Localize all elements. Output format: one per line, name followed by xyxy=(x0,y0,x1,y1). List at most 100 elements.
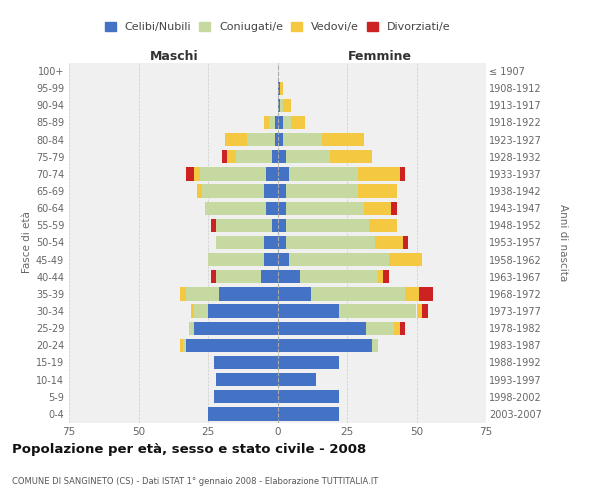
Bar xyxy=(377,270,383,283)
Bar xyxy=(391,202,397,215)
Bar xyxy=(186,338,277,352)
Bar xyxy=(275,133,277,146)
Bar xyxy=(217,373,277,386)
Bar xyxy=(280,98,283,112)
Bar xyxy=(194,304,208,318)
Bar xyxy=(422,304,428,318)
Bar xyxy=(283,133,322,146)
Bar xyxy=(205,202,266,215)
Bar xyxy=(214,390,277,404)
Bar xyxy=(416,304,422,318)
Bar xyxy=(197,184,202,198)
Bar xyxy=(289,167,358,180)
Bar xyxy=(277,356,338,369)
Bar xyxy=(219,287,277,300)
Bar xyxy=(211,270,217,283)
Y-axis label: Anni di nascita: Anni di nascita xyxy=(559,204,568,281)
Bar xyxy=(275,116,277,129)
Text: COMUNE DI SANGINETO (CS) - Dati ISTAT 1° gennaio 2008 - Elaborazione TUTTITALIA.: COMUNE DI SANGINETO (CS) - Dati ISTAT 1°… xyxy=(12,477,378,486)
Bar xyxy=(286,236,375,249)
Bar xyxy=(236,150,272,164)
Bar xyxy=(224,133,247,146)
Bar xyxy=(358,184,397,198)
Bar xyxy=(289,253,389,266)
Bar xyxy=(322,133,364,146)
Bar xyxy=(217,270,261,283)
Bar xyxy=(277,270,300,283)
Bar xyxy=(277,218,286,232)
Bar xyxy=(372,338,377,352)
Bar xyxy=(383,270,389,283)
Bar xyxy=(277,338,372,352)
Bar xyxy=(358,167,400,180)
Bar xyxy=(263,184,277,198)
Bar xyxy=(283,116,292,129)
Bar xyxy=(277,133,283,146)
Bar xyxy=(367,322,394,335)
Bar xyxy=(277,304,338,318)
Bar xyxy=(191,304,194,318)
Bar xyxy=(277,202,286,215)
Bar xyxy=(263,253,277,266)
Bar xyxy=(217,236,263,249)
Bar xyxy=(272,218,277,232)
Bar xyxy=(277,236,286,249)
Bar xyxy=(292,116,305,129)
Bar xyxy=(406,287,419,300)
Bar xyxy=(419,287,433,300)
Bar xyxy=(277,167,289,180)
Bar xyxy=(364,202,391,215)
Bar xyxy=(194,322,277,335)
Y-axis label: Fasce di età: Fasce di età xyxy=(22,212,32,274)
Bar xyxy=(277,390,338,404)
Bar xyxy=(277,373,316,386)
Bar xyxy=(403,236,408,249)
Bar xyxy=(217,218,272,232)
Bar xyxy=(222,150,227,164)
Bar xyxy=(194,167,200,180)
Legend: Celibi/Nubili, Coniugati/e, Vedovi/e, Divorziati/e: Celibi/Nubili, Coniugati/e, Vedovi/e, Di… xyxy=(103,20,452,34)
Bar xyxy=(188,322,194,335)
Bar xyxy=(277,287,311,300)
Bar xyxy=(269,116,275,129)
Bar xyxy=(277,184,286,198)
Bar xyxy=(400,322,406,335)
Bar xyxy=(331,150,372,164)
Bar xyxy=(277,407,338,420)
Bar xyxy=(286,202,364,215)
Bar xyxy=(266,167,277,180)
Bar xyxy=(227,150,236,164)
Bar xyxy=(338,304,416,318)
Bar xyxy=(286,184,358,198)
Bar xyxy=(272,150,277,164)
Bar xyxy=(263,116,269,129)
Bar xyxy=(208,253,263,266)
Bar xyxy=(277,253,289,266)
Bar xyxy=(263,236,277,249)
Bar xyxy=(180,287,186,300)
Bar xyxy=(200,167,266,180)
Bar xyxy=(180,338,183,352)
Bar xyxy=(369,218,397,232)
Bar xyxy=(183,338,186,352)
Bar xyxy=(394,322,400,335)
Bar xyxy=(247,133,275,146)
Bar xyxy=(186,287,219,300)
Bar xyxy=(277,150,286,164)
Text: Femmine: Femmine xyxy=(349,50,412,62)
Bar xyxy=(186,167,194,180)
Bar xyxy=(208,304,277,318)
Bar xyxy=(280,82,283,95)
Bar xyxy=(389,253,422,266)
Bar xyxy=(311,287,406,300)
Bar xyxy=(300,270,377,283)
Bar xyxy=(202,184,263,198)
Bar xyxy=(261,270,277,283)
Bar xyxy=(286,218,369,232)
Bar xyxy=(208,407,277,420)
Bar xyxy=(211,218,217,232)
Bar xyxy=(214,356,277,369)
Bar xyxy=(277,322,367,335)
Bar xyxy=(266,202,277,215)
Bar xyxy=(286,150,331,164)
